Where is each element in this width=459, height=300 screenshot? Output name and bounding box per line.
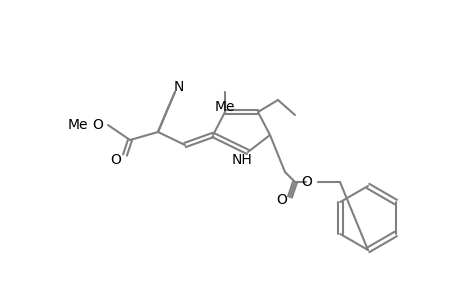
Text: NH: NH xyxy=(231,153,252,167)
Text: O: O xyxy=(92,118,103,132)
Text: N: N xyxy=(174,80,184,94)
Text: O: O xyxy=(110,153,121,167)
Text: O: O xyxy=(301,175,311,189)
Text: Me: Me xyxy=(67,118,88,132)
Text: O: O xyxy=(276,193,287,207)
Text: Me: Me xyxy=(214,100,235,114)
